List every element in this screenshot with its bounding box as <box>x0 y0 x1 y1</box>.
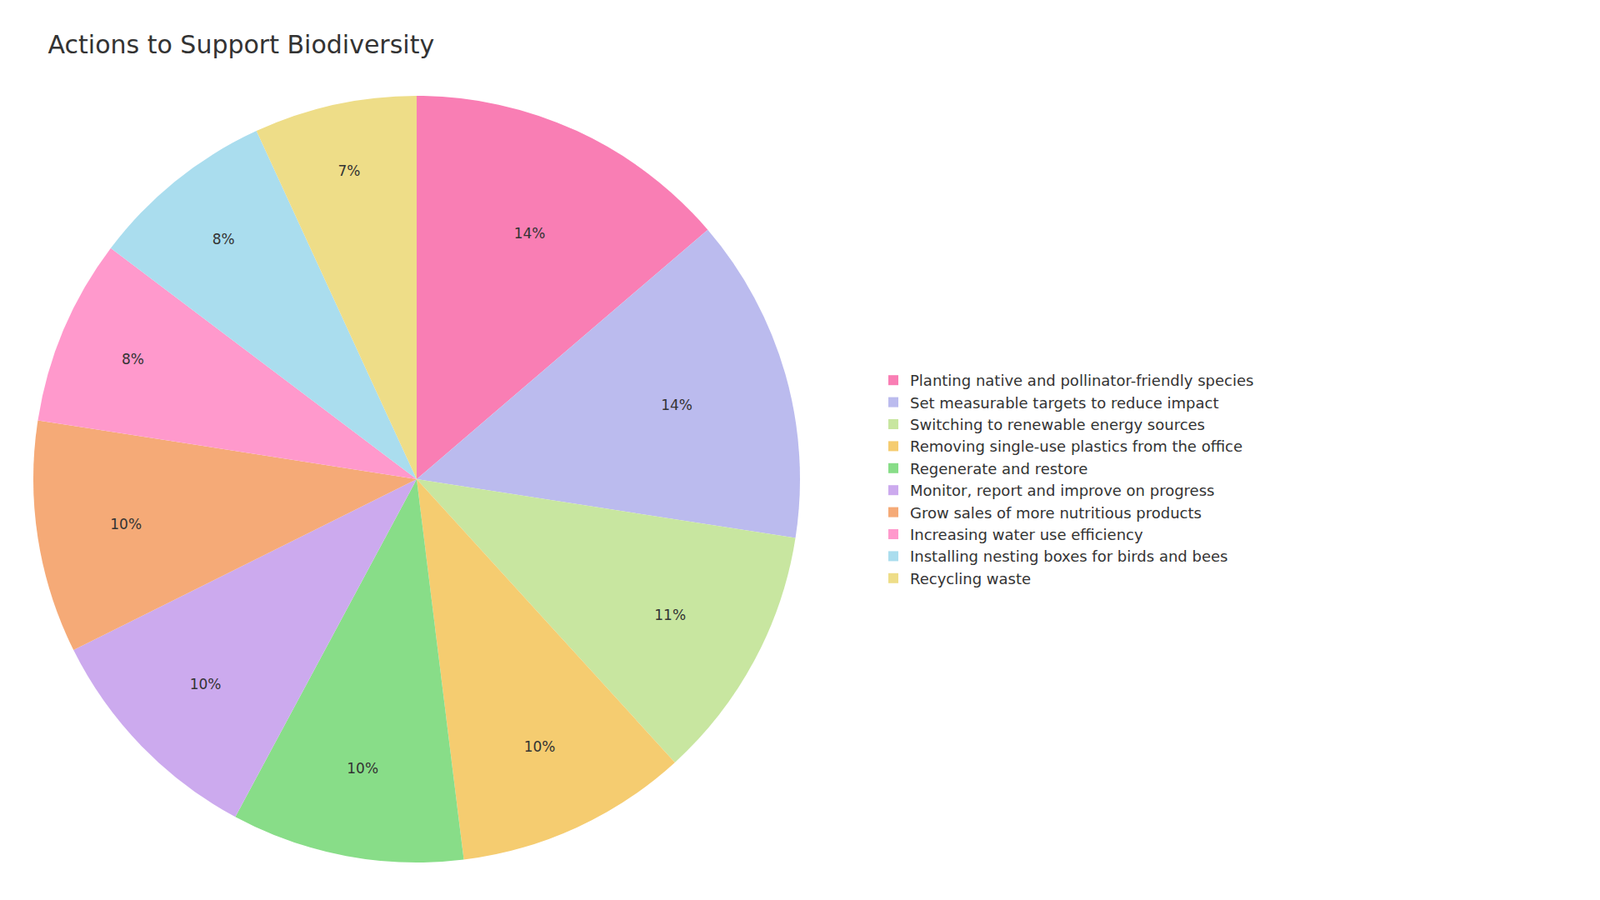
svg-text:10%: 10% <box>524 738 556 755</box>
svg-text:Monitor, report and improve on: Monitor, report and improve on progress <box>910 481 1215 500</box>
svg-text:10%: 10% <box>346 760 379 777</box>
svg-text:8%: 8% <box>212 230 235 248</box>
svg-text:Planting native and pollinator: Planting native and pollinator-friendly … <box>910 371 1254 390</box>
svg-text:10%: 10% <box>190 675 222 693</box>
svg-text:Removing single-use plastics f: Removing single-use plastics from the of… <box>910 437 1243 455</box>
svg-text:Set measurable targets to redu: Set measurable targets to reduce impact <box>910 394 1220 412</box>
svg-text:Switching to renewable energy: Switching to renewable energy sources <box>910 415 1205 434</box>
svg-text:8%: 8% <box>121 350 145 368</box>
svg-text:11%: 11% <box>654 606 686 624</box>
svg-text:Recycling waste: Recycling waste <box>910 570 1031 588</box>
svg-text:Installing nesting boxes for b: Installing nesting boxes for birds and b… <box>910 547 1228 565</box>
svg-text:Regenerate and restore: Regenerate and restore <box>910 460 1088 478</box>
svg-text:10%: 10% <box>110 515 142 533</box>
svg-text:7%: 7% <box>337 162 360 180</box>
svg-text:Actions to Support Biodiversit: Actions to Support Biodiversity <box>48 30 435 60</box>
svg-text:Increasing water use efficienc: Increasing water use efficiency <box>910 525 1144 544</box>
svg-text:14%: 14% <box>660 396 693 414</box>
svg-text:Grow sales of more nutritious: Grow sales of more nutritious products <box>910 504 1202 522</box>
svg-text:14%: 14% <box>514 225 546 242</box>
